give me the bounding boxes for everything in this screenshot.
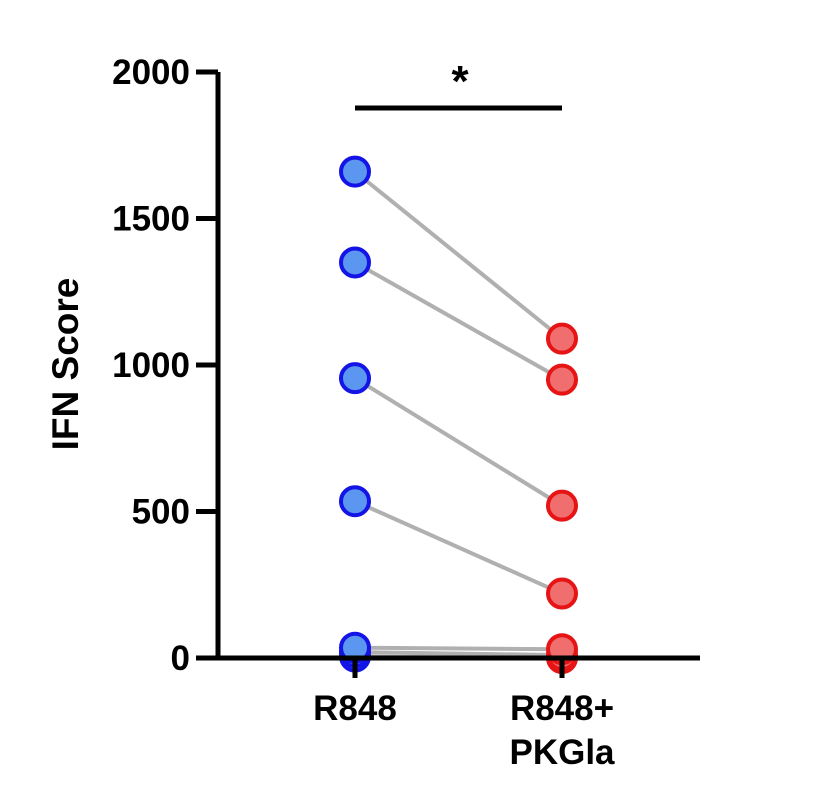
r848-pkgla-point (546, 577, 578, 610)
pair-line (354, 650, 563, 658)
y-tick-label: 1000 (112, 346, 190, 385)
r848-pkgla-point (546, 363, 578, 396)
pair-line (354, 260, 563, 382)
x-category-labels: R848 R848+ PKGla (313, 658, 615, 772)
x-category-label: PKGla (509, 733, 615, 772)
pair-line (353, 170, 564, 341)
pair-line (354, 499, 563, 596)
y-tick-label: 0 (171, 639, 190, 678)
pair-line (353, 376, 564, 508)
y-tick-label: 1500 (112, 200, 190, 239)
r848-point (339, 362, 371, 395)
y-axis-title: IFN Score (45, 278, 86, 451)
x-category-label: R848+ (510, 689, 614, 728)
y-tick-label: 500 (132, 493, 190, 532)
r848-pkgla-point (546, 489, 578, 522)
y-ticks: 0 500 1000 1500 2000 (112, 53, 218, 678)
r848-pkgla-point (546, 322, 578, 355)
pair-line (354, 645, 563, 652)
significance-label: * (451, 57, 469, 106)
data-points (339, 155, 578, 674)
y-tick-label: 2000 (112, 53, 190, 92)
x-category-label: R848 (313, 689, 397, 728)
r848-point (339, 246, 371, 279)
pair-lines (353, 170, 564, 660)
r848-point (339, 485, 371, 518)
r848-point (339, 155, 371, 188)
